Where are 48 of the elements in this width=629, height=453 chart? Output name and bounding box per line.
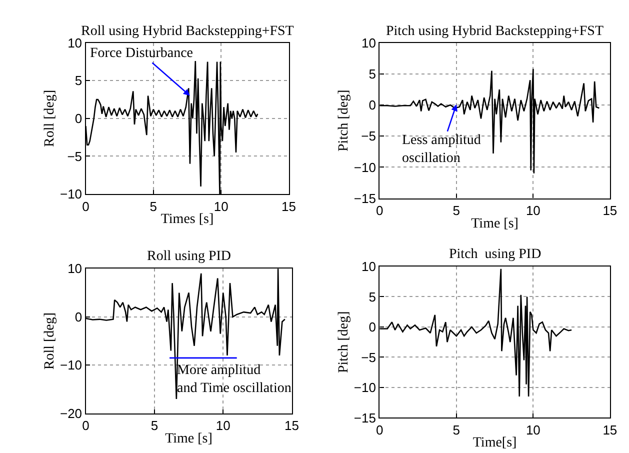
x-tick-label: 10 xyxy=(214,198,228,214)
x-axis-title: Time [s] xyxy=(471,216,518,232)
x-tick-label: 10 xyxy=(526,203,540,218)
y-tick-label: 5 xyxy=(368,289,376,304)
chart-title: Roll using PID xyxy=(147,249,232,264)
chart-title: Pitch using Hybrid Backstepping+FST xyxy=(386,24,604,39)
y-tick-label: 0 xyxy=(368,98,376,113)
x-tick-label: 5 xyxy=(452,203,460,218)
y-tick-label: 10 xyxy=(68,261,82,276)
annotation: Force Disturbance xyxy=(90,46,194,61)
x-tick-label: 5 xyxy=(452,422,460,438)
x-tick-label: 15 xyxy=(282,198,296,214)
y-axis-title: Pitch [deg] xyxy=(336,90,352,152)
chart-title: Roll using Hybrid Backstepping+FST xyxy=(81,24,294,39)
chart-title: Pitch using PID xyxy=(449,247,542,262)
y-tick-label: −10 xyxy=(60,186,82,202)
y-axis-title: Pitch [deg] xyxy=(336,311,352,373)
y-tick-label: 0 xyxy=(368,320,376,335)
y-tick-label: 0 xyxy=(74,309,82,324)
annotation: Less amplitud oscillation xyxy=(402,133,481,166)
y-axis-title: Roll [deg] xyxy=(42,312,58,370)
x-tick-label: 5 xyxy=(150,198,158,214)
x-axis-title: Time[s] xyxy=(472,436,517,451)
y-tick-label: 0 xyxy=(74,110,82,126)
x-tick-label: 5 xyxy=(150,418,158,434)
x-tick-label: 15 xyxy=(602,422,618,438)
y-tick-label: 5 xyxy=(74,73,82,88)
y-tick-label: 10 xyxy=(361,259,376,274)
annotation: More amplitud and Time oscillation xyxy=(177,363,292,396)
y-tick-label: −5 xyxy=(361,128,376,144)
y-tick-label: −5 xyxy=(67,148,82,164)
x-tick-label: 15 xyxy=(284,418,300,434)
y-tick-label: −10 xyxy=(60,358,82,373)
y-tick-label: −10 xyxy=(354,160,376,175)
x-tick-label: 10 xyxy=(216,418,230,434)
y-tick-label: −15 xyxy=(354,190,376,206)
y-tick-label: 10 xyxy=(361,35,376,50)
y-tick-label: −10 xyxy=(354,380,376,395)
y-axis-title: Roll [deg] xyxy=(42,90,58,148)
y-tick-label: −5 xyxy=(361,350,376,365)
x-axis-title: Times [s] xyxy=(160,212,214,228)
y-tick-label: −20 xyxy=(60,406,82,421)
y-tick-label: 5 xyxy=(368,66,376,82)
y-tick-label: 10 xyxy=(68,35,82,50)
x-tick-label: 10 xyxy=(526,422,540,438)
x-tick-label: 15 xyxy=(602,203,618,218)
y-tick-label: −15 xyxy=(354,410,376,426)
x-axis-title: Time [s] xyxy=(165,431,212,446)
